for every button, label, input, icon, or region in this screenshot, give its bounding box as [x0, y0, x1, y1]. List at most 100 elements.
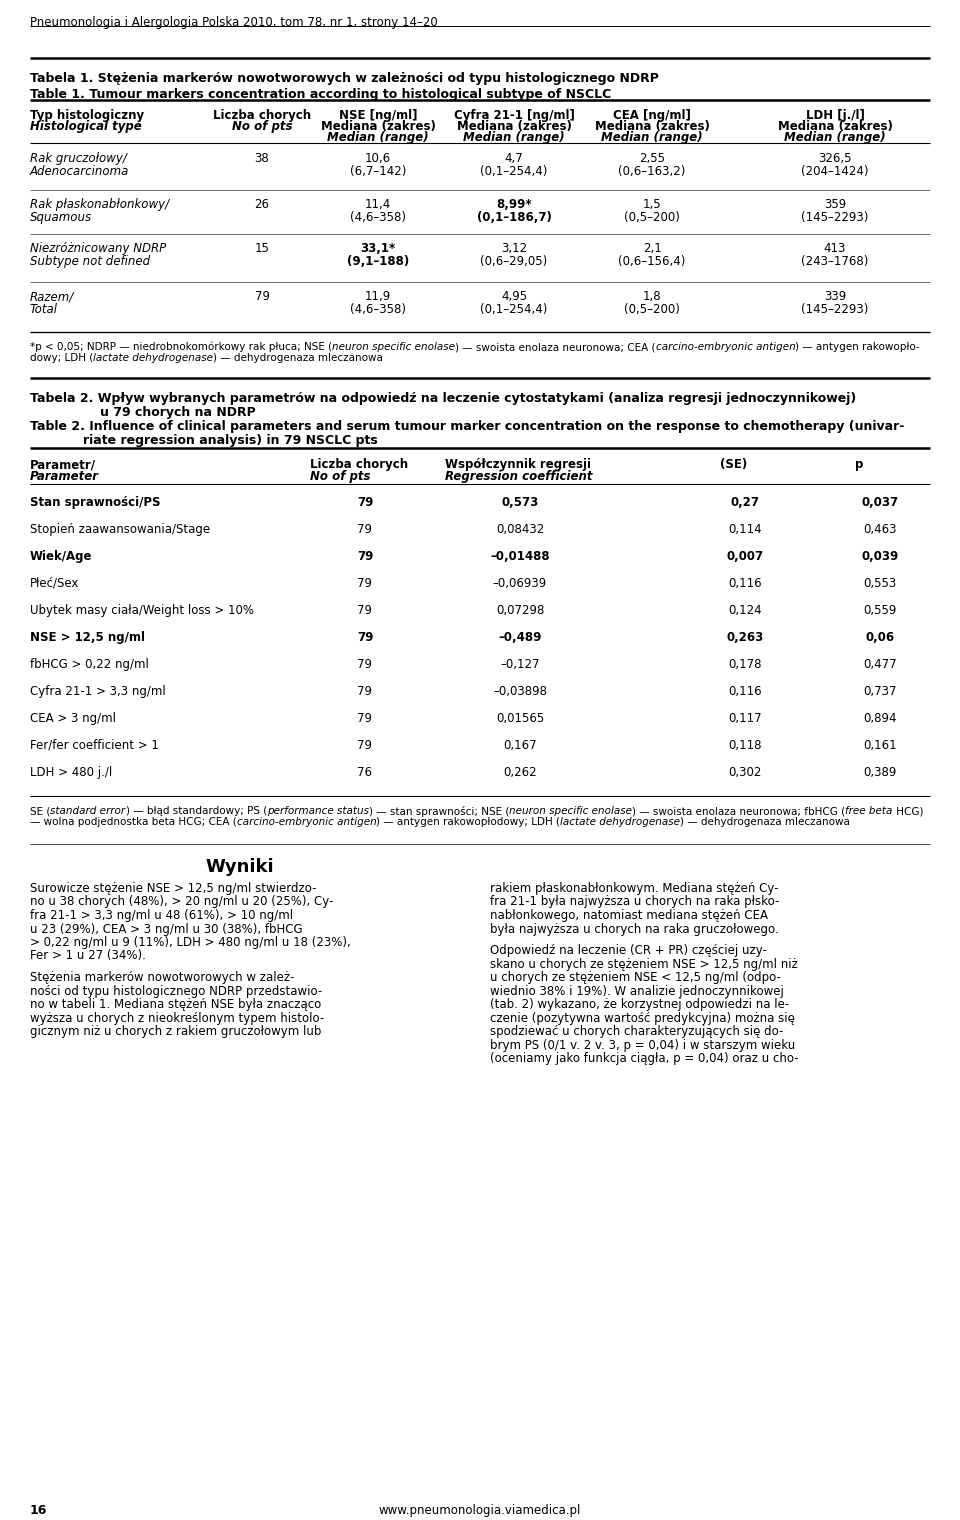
Text: Liczba chorych: Liczba chorych [310, 458, 408, 471]
Text: (0,6–163,2): (0,6–163,2) [618, 166, 685, 178]
Text: no w tabeli 1. Mediana stężeń NSE była znacząco: no w tabeli 1. Mediana stężeń NSE była z… [30, 999, 322, 1011]
Text: u chorych ze stężeniem NSE < 12,5 ng/ml (odpo-: u chorych ze stężeniem NSE < 12,5 ng/ml … [490, 971, 780, 983]
Text: Surowicze stężenie NSE > 12,5 ng/ml stwierdzo-: Surowicze stężenie NSE > 12,5 ng/ml stwi… [30, 882, 317, 895]
Text: HCG): HCG) [893, 806, 924, 816]
Text: –0,01488: –0,01488 [491, 550, 550, 562]
Text: wiednio 38% i 19%). W analizie jednoczynnikowej: wiednio 38% i 19%). W analizie jednoczyn… [490, 985, 784, 997]
Text: lactate dehydrogenase: lactate dehydrogenase [561, 818, 681, 827]
Text: 0,389: 0,389 [863, 766, 897, 778]
Text: skano u chorych ze stężeniem NSE > 12,5 ng/ml niż: skano u chorych ze stężeniem NSE > 12,5 … [490, 958, 798, 971]
Text: fra 21-1 była najwyższa u chorych na raka płsko-: fra 21-1 była najwyższa u chorych na rak… [490, 895, 780, 909]
Text: 26: 26 [254, 198, 270, 211]
Text: u 23 (29%), CEA > 3 ng/ml u 30 (38%), fbHCG: u 23 (29%), CEA > 3 ng/ml u 30 (38%), fb… [30, 923, 302, 935]
Text: 76: 76 [357, 766, 372, 778]
Text: 0,117: 0,117 [729, 711, 762, 725]
Text: Median (range): Median (range) [601, 131, 703, 144]
Text: 79: 79 [357, 739, 372, 752]
Text: dowy; LDH (: dowy; LDH ( [30, 353, 93, 363]
Text: Tabela 1. Stężenia markerów nowotworowych w zależności od typu histologicznego N: Tabela 1. Stężenia markerów nowotworowyc… [30, 71, 659, 85]
Text: Cyfra 21-1 > 3,3 ng/ml: Cyfra 21-1 > 3,3 ng/ml [30, 686, 166, 698]
Text: LDH > 480 j./l: LDH > 480 j./l [30, 766, 112, 778]
Text: 0,124: 0,124 [729, 603, 762, 617]
Text: (0,6–156,4): (0,6–156,4) [618, 255, 685, 268]
Text: (4,6–358): (4,6–358) [350, 211, 406, 223]
Text: Fer > 1 u 27 (34%).: Fer > 1 u 27 (34%). [30, 950, 146, 962]
Text: (0,1–254,4): (0,1–254,4) [480, 302, 548, 316]
Text: 0,553: 0,553 [863, 578, 897, 590]
Text: Mediana (zakres): Mediana (zakres) [594, 120, 709, 134]
Text: 11,4: 11,4 [365, 198, 391, 211]
Text: 0,116: 0,116 [729, 686, 762, 698]
Text: 11,9: 11,9 [365, 290, 391, 302]
Text: 0,573: 0,573 [501, 496, 539, 509]
Text: (tab. 2) wykazano, że korzystnej odpowiedzi na le-: (tab. 2) wykazano, że korzystnej odpowie… [490, 999, 789, 1011]
Text: 16: 16 [30, 1503, 47, 1517]
Text: Rak gruczołowy/: Rak gruczołowy/ [30, 152, 127, 166]
Text: –0,127: –0,127 [500, 658, 540, 670]
Text: 0,559: 0,559 [863, 603, 897, 617]
Text: performance status: performance status [267, 806, 369, 816]
Text: –0,03898: –0,03898 [493, 686, 547, 698]
Text: (0,1–186,7): (0,1–186,7) [476, 211, 551, 223]
Text: Stopień zaawansowania/Stage: Stopień zaawansowania/Stage [30, 523, 210, 537]
Text: ) — dehydrogenaza mleczanowa: ) — dehydrogenaza mleczanowa [681, 818, 851, 827]
Text: Niezróżnicowany NDRP: Niezróżnicowany NDRP [30, 242, 166, 255]
Text: 359: 359 [824, 198, 846, 211]
Text: Ubytek masy ciała/Weight loss > 10%: Ubytek masy ciała/Weight loss > 10% [30, 603, 254, 617]
Text: 3,12: 3,12 [501, 242, 527, 255]
Text: 8,99*: 8,99* [496, 198, 532, 211]
Text: free beta: free beta [845, 806, 893, 816]
Text: ) — stan sprawności; NSE (: ) — stan sprawności; NSE ( [369, 806, 509, 818]
Text: Table 1. Tumour markers concentration according to histological subtype of NSCLC: Table 1. Tumour markers concentration ac… [30, 88, 612, 100]
Text: 4,7: 4,7 [505, 152, 523, 166]
Text: 0,302: 0,302 [729, 766, 761, 778]
Text: 79: 79 [357, 686, 372, 698]
Text: 339: 339 [824, 290, 846, 302]
Text: rakiem płaskonabłonkowym. Mediana stężeń Cy-: rakiem płaskonabłonkowym. Mediana stężeń… [490, 882, 779, 895]
Text: 0,01565: 0,01565 [496, 711, 544, 725]
Text: ności od typu histologicznego NDRP przedstawio-: ności od typu histologicznego NDRP przed… [30, 985, 323, 997]
Text: standard error: standard error [50, 806, 126, 816]
Text: lactate dehydrogenase: lactate dehydrogenase [93, 353, 213, 363]
Text: neuron specific enolase: neuron specific enolase [332, 342, 455, 353]
Text: (0,1–254,4): (0,1–254,4) [480, 166, 548, 178]
Text: 413: 413 [824, 242, 846, 255]
Text: 79: 79 [357, 711, 372, 725]
Text: Mediana (zakres): Mediana (zakres) [778, 120, 893, 134]
Text: riate regression analysis) in 79 NSCLC pts: riate regression analysis) in 79 NSCLC p… [83, 435, 377, 447]
Text: Typ histologiczny: Typ histologiczny [30, 109, 144, 122]
Text: Płeć/Sex: Płeć/Sex [30, 578, 80, 590]
Text: 0,894: 0,894 [863, 711, 897, 725]
Text: 0,118: 0,118 [729, 739, 761, 752]
Text: –0,06939: –0,06939 [492, 578, 547, 590]
Text: 79: 79 [357, 603, 372, 617]
Text: NSE [ng/ml]: NSE [ng/ml] [339, 109, 418, 122]
Text: (oceniamy jako funkcja ciągła, p = 0,04) oraz u cho-: (oceniamy jako funkcja ciągła, p = 0,04)… [490, 1052, 799, 1066]
Text: (243–1768): (243–1768) [802, 255, 869, 268]
Text: (9,1–188): (9,1–188) [347, 255, 409, 268]
Text: Regression coefficient: Regression coefficient [445, 470, 592, 483]
Text: (0,5–200): (0,5–200) [624, 302, 680, 316]
Text: 0,178: 0,178 [729, 658, 761, 670]
Text: 0,161: 0,161 [863, 739, 897, 752]
Text: 0,07298: 0,07298 [495, 603, 544, 617]
Text: (6,7–142): (6,7–142) [349, 166, 406, 178]
Text: no u 38 chorych (48%), > 20 ng/ml u 20 (25%), Cy-: no u 38 chorych (48%), > 20 ng/ml u 20 (… [30, 895, 333, 909]
Text: (204–1424): (204–1424) [802, 166, 869, 178]
Text: 79: 79 [357, 523, 372, 537]
Text: (145–2293): (145–2293) [802, 211, 869, 223]
Text: 0,039: 0,039 [861, 550, 899, 562]
Text: Parametr/: Parametr/ [30, 458, 96, 471]
Text: CEA > 3 ng/ml: CEA > 3 ng/ml [30, 711, 116, 725]
Text: 79: 79 [357, 631, 373, 644]
Text: No of pts: No of pts [310, 470, 371, 483]
Text: ) — błąd standardowy; PS (: ) — błąd standardowy; PS ( [126, 806, 267, 816]
Text: 15: 15 [254, 242, 270, 255]
Text: CEA [ng/ml]: CEA [ng/ml] [613, 109, 691, 122]
Text: nabłonkowego, natomiast mediana stężeń CEA: nabłonkowego, natomiast mediana stężeń C… [490, 909, 768, 923]
Text: Tabela 2. Wpływ wybranych parametrów na odpowiedź na leczenie cytostatykami (ana: Tabela 2. Wpływ wybranych parametrów na … [30, 392, 856, 404]
Text: Wiek/Age: Wiek/Age [30, 550, 92, 562]
Text: > 0,22 ng/ml u 9 (11%), LDH > 480 ng/ml u 18 (23%),: > 0,22 ng/ml u 9 (11%), LDH > 480 ng/ml … [30, 936, 350, 948]
Text: Adenocarcinoma: Adenocarcinoma [30, 166, 130, 178]
Text: Stężenia markerów nowotworowych w zależ-: Stężenia markerów nowotworowych w zależ- [30, 971, 295, 983]
